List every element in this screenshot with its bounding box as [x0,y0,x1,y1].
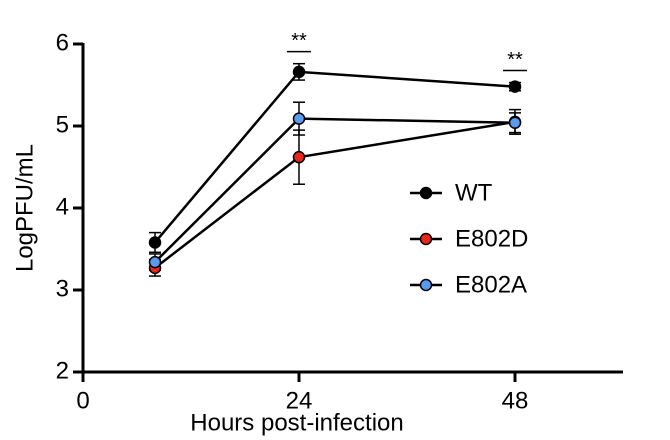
annotation: ** [507,49,523,71]
point [292,150,306,164]
legend-marker [419,232,433,246]
x-tick-label: 48 [502,387,529,414]
y-tick-label: 4 [56,193,69,220]
legend-label: E802D [455,225,528,252]
point [508,80,522,93]
y-axis-label: LogPFU/mL [11,144,38,272]
point [292,112,306,125]
legend-marker [419,278,433,292]
point [508,116,522,129]
y-tick-label: 2 [56,357,69,384]
legend-marker [419,186,433,200]
legend-label: WT [455,179,493,206]
annotation: ** [291,30,307,52]
x-tick-label: 24 [286,387,313,414]
point [148,255,162,269]
y-tick-label: 6 [56,29,69,56]
x-tick-label: 0 [76,387,89,414]
series-line [154,70,516,244]
point [148,236,162,249]
point [292,65,306,79]
x-axis-label: Hours post-infection [190,409,403,436]
y-tick-label: 5 [56,111,69,138]
legend-label: E802A [455,271,527,298]
y-tick-label: 3 [56,275,69,302]
